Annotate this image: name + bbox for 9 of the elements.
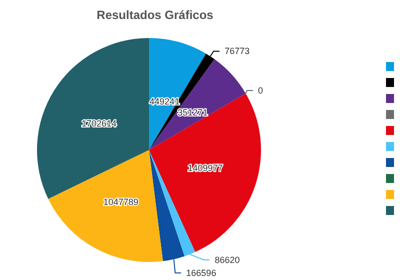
data-label: 86620: [214, 254, 240, 265]
data-label: 76773: [224, 46, 250, 56]
data-label: 166596: [186, 268, 216, 278]
data-label: 351271: [178, 107, 208, 118]
data-label: 1409977: [188, 162, 223, 173]
text: 0: [258, 85, 264, 96]
data-label: 1047789: [103, 196, 138, 207]
chart-title: Resultados Gráficos: [96, 8, 214, 22]
data-label: 1702614: [81, 118, 117, 128]
